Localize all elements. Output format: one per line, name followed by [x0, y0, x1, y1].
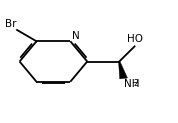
Text: Br: Br — [5, 19, 16, 29]
Text: N: N — [72, 31, 80, 40]
Text: HO: HO — [127, 34, 143, 44]
Text: NH: NH — [124, 79, 140, 89]
Polygon shape — [119, 61, 127, 79]
Text: 2: 2 — [134, 79, 139, 88]
